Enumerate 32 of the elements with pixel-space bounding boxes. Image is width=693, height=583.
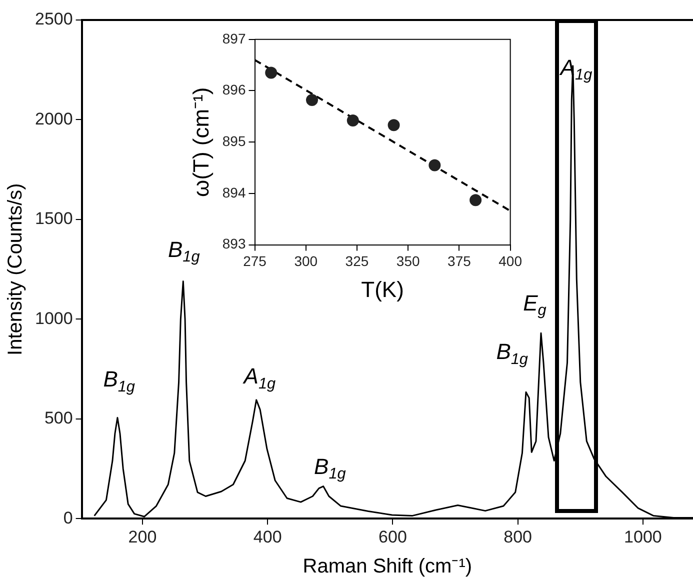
x-tick-label: 325 — [345, 253, 369, 270]
y-tick-label: 2000 — [34, 109, 73, 128]
x-tick-label: 350 — [396, 253, 420, 270]
x-tick-label: 200 — [128, 527, 157, 546]
point — [306, 94, 318, 106]
y-tick-label: 0 — [63, 508, 73, 528]
x-axis-title: Raman Shift (cm⁻¹) — [302, 556, 472, 578]
y-axis-title: ω(T) (cm⁻¹) — [188, 87, 214, 197]
x-tick-label: 300 — [294, 253, 318, 270]
point — [265, 66, 278, 79]
point — [470, 194, 482, 206]
point — [346, 114, 359, 127]
y-tick-label: 2500 — [34, 10, 73, 29]
y-axis-title: Intensity (Counts/s) — [4, 183, 27, 356]
x-tick-label: 400 — [498, 253, 522, 270]
point — [428, 159, 441, 172]
y-tick-label: 893 — [222, 236, 246, 252]
y-tick-label: 895 — [222, 132, 246, 149]
y-tick-label: 500 — [44, 408, 73, 428]
x-tick-label: 375 — [448, 253, 472, 270]
x-tick-label: 275 — [243, 253, 267, 270]
y-tick-label: 897 — [222, 30, 246, 46]
x-tick-label: 800 — [504, 527, 532, 546]
y-tick-label: 1500 — [34, 209, 73, 228]
x-tick-label: 600 — [378, 527, 407, 546]
y-tick-label: 1000 — [34, 308, 73, 328]
x-tick-label: 1000 — [624, 527, 662, 546]
y-tick-label: 894 — [222, 184, 246, 200]
x-tick-label: 400 — [253, 527, 282, 546]
y-tick-label: 896 — [222, 82, 246, 98]
x-axis-title: T(K) — [361, 276, 404, 302]
point — [388, 119, 400, 132]
